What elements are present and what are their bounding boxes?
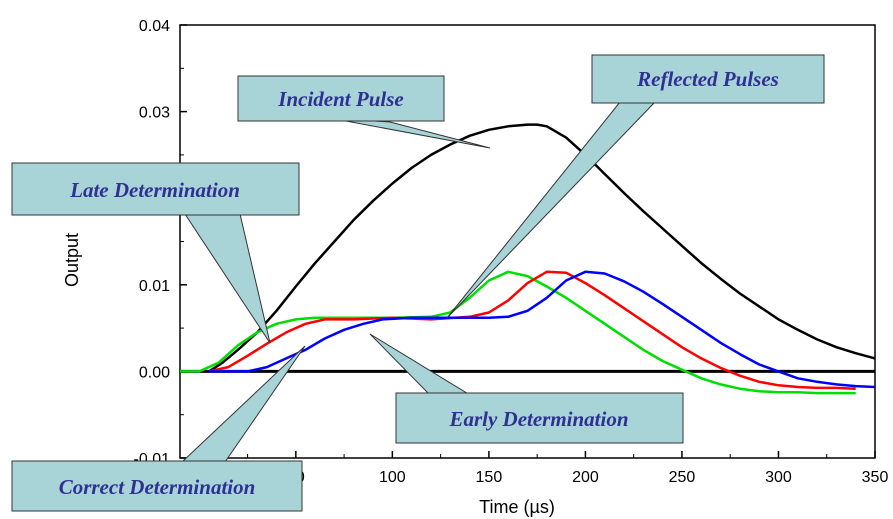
series-line-0: [208, 123, 876, 373]
callout-label: Correct Determination: [59, 475, 256, 499]
callout-box: [11, 460, 303, 512]
callout-label: Reflected Pulses: [636, 67, 779, 91]
y-tick-label: 0.03: [139, 105, 170, 122]
callout-label: Late Determination: [69, 178, 240, 202]
series-line-3: [209, 270, 876, 389]
y-axis: -0.010.000.010.030.04: [134, 18, 187, 468]
callout-pointer: [329, 117, 491, 149]
x-axis-title: Time (µs): [479, 497, 555, 517]
x-tick-label: 300: [765, 469, 792, 486]
callout-late-determination: Late Determination: [11, 162, 300, 344]
y-tick-label: 0.00: [139, 364, 170, 381]
callout-box: [591, 54, 825, 104]
y-axis-title: Output: [62, 233, 82, 287]
callout-reflected-pulses: Reflected Pulses: [446, 54, 825, 319]
callout-pointer: [180, 345, 306, 463]
x-tick-label: 250: [669, 469, 696, 486]
x-tick-label: 150: [476, 469, 503, 486]
callout-box: [11, 162, 300, 216]
callout-label: Incident Pulse: [277, 87, 403, 111]
callouts: Incident Pulse Reflected Pulses Late Det…: [11, 54, 825, 512]
callout-early-determination: Early Determination: [369, 333, 684, 444]
x-tick-label: 200: [572, 469, 599, 486]
y-tick-label: 0.01: [139, 278, 170, 295]
callout-pointer: [184, 213, 271, 344]
series-line-1: [180, 270, 856, 395]
callout-pointer: [369, 333, 472, 396]
x-tick-label: 100: [379, 469, 406, 486]
callout-box: [237, 75, 445, 122]
series-layer: [180, 123, 876, 395]
callout-incident-pulse: Incident Pulse: [237, 75, 491, 149]
x-tick-label: 350: [862, 469, 889, 486]
callout-box: [395, 392, 684, 444]
x-axis: 50100150200250300350: [247, 451, 889, 486]
y-tick-label: 0.04: [139, 18, 170, 35]
callout-label: Early Determination: [448, 407, 628, 431]
callout-correct-determination: Correct Determination: [11, 345, 306, 512]
series-line-2: [208, 270, 856, 390]
